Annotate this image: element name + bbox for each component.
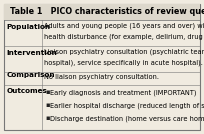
- Text: Early diagnosis and treatment (IMPORTANT): Early diagnosis and treatment (IMPORTANT…: [50, 89, 196, 96]
- Text: Population: Population: [7, 24, 51, 30]
- Text: Adults and young people (16 years and over) with a sus-: Adults and young people (16 years and ov…: [44, 23, 204, 29]
- Text: Comparison: Comparison: [7, 72, 55, 78]
- Text: Liaison psychiatry consultation (psychiatric teams base: Liaison psychiatry consultation (psychia…: [44, 49, 204, 55]
- Text: Earlier hospital discharge (reduced length of stay): Earlier hospital discharge (reduced leng…: [50, 102, 204, 109]
- Text: ▪: ▪: [45, 102, 50, 108]
- Text: ▪: ▪: [45, 115, 50, 121]
- Text: health disturbance (for example, delirium, drug overdos: health disturbance (for example, deliriu…: [44, 34, 204, 40]
- Text: Discharge destination (home versus care home – l: Discharge destination (home versus care …: [50, 115, 204, 122]
- Text: hospital), service specifically in acute hospital).: hospital), service specifically in acute…: [44, 60, 203, 66]
- Text: ▪: ▪: [45, 89, 50, 95]
- Bar: [4, 4, 200, 20]
- Text: No liaison psychiatry consultation.: No liaison psychiatry consultation.: [44, 74, 160, 80]
- Text: Table 1   PICO characteristics of review question: Table 1 PICO characteristics of review q…: [10, 7, 204, 16]
- Text: Outcomes: Outcomes: [7, 88, 47, 94]
- Text: Intervention: Intervention: [7, 50, 57, 56]
